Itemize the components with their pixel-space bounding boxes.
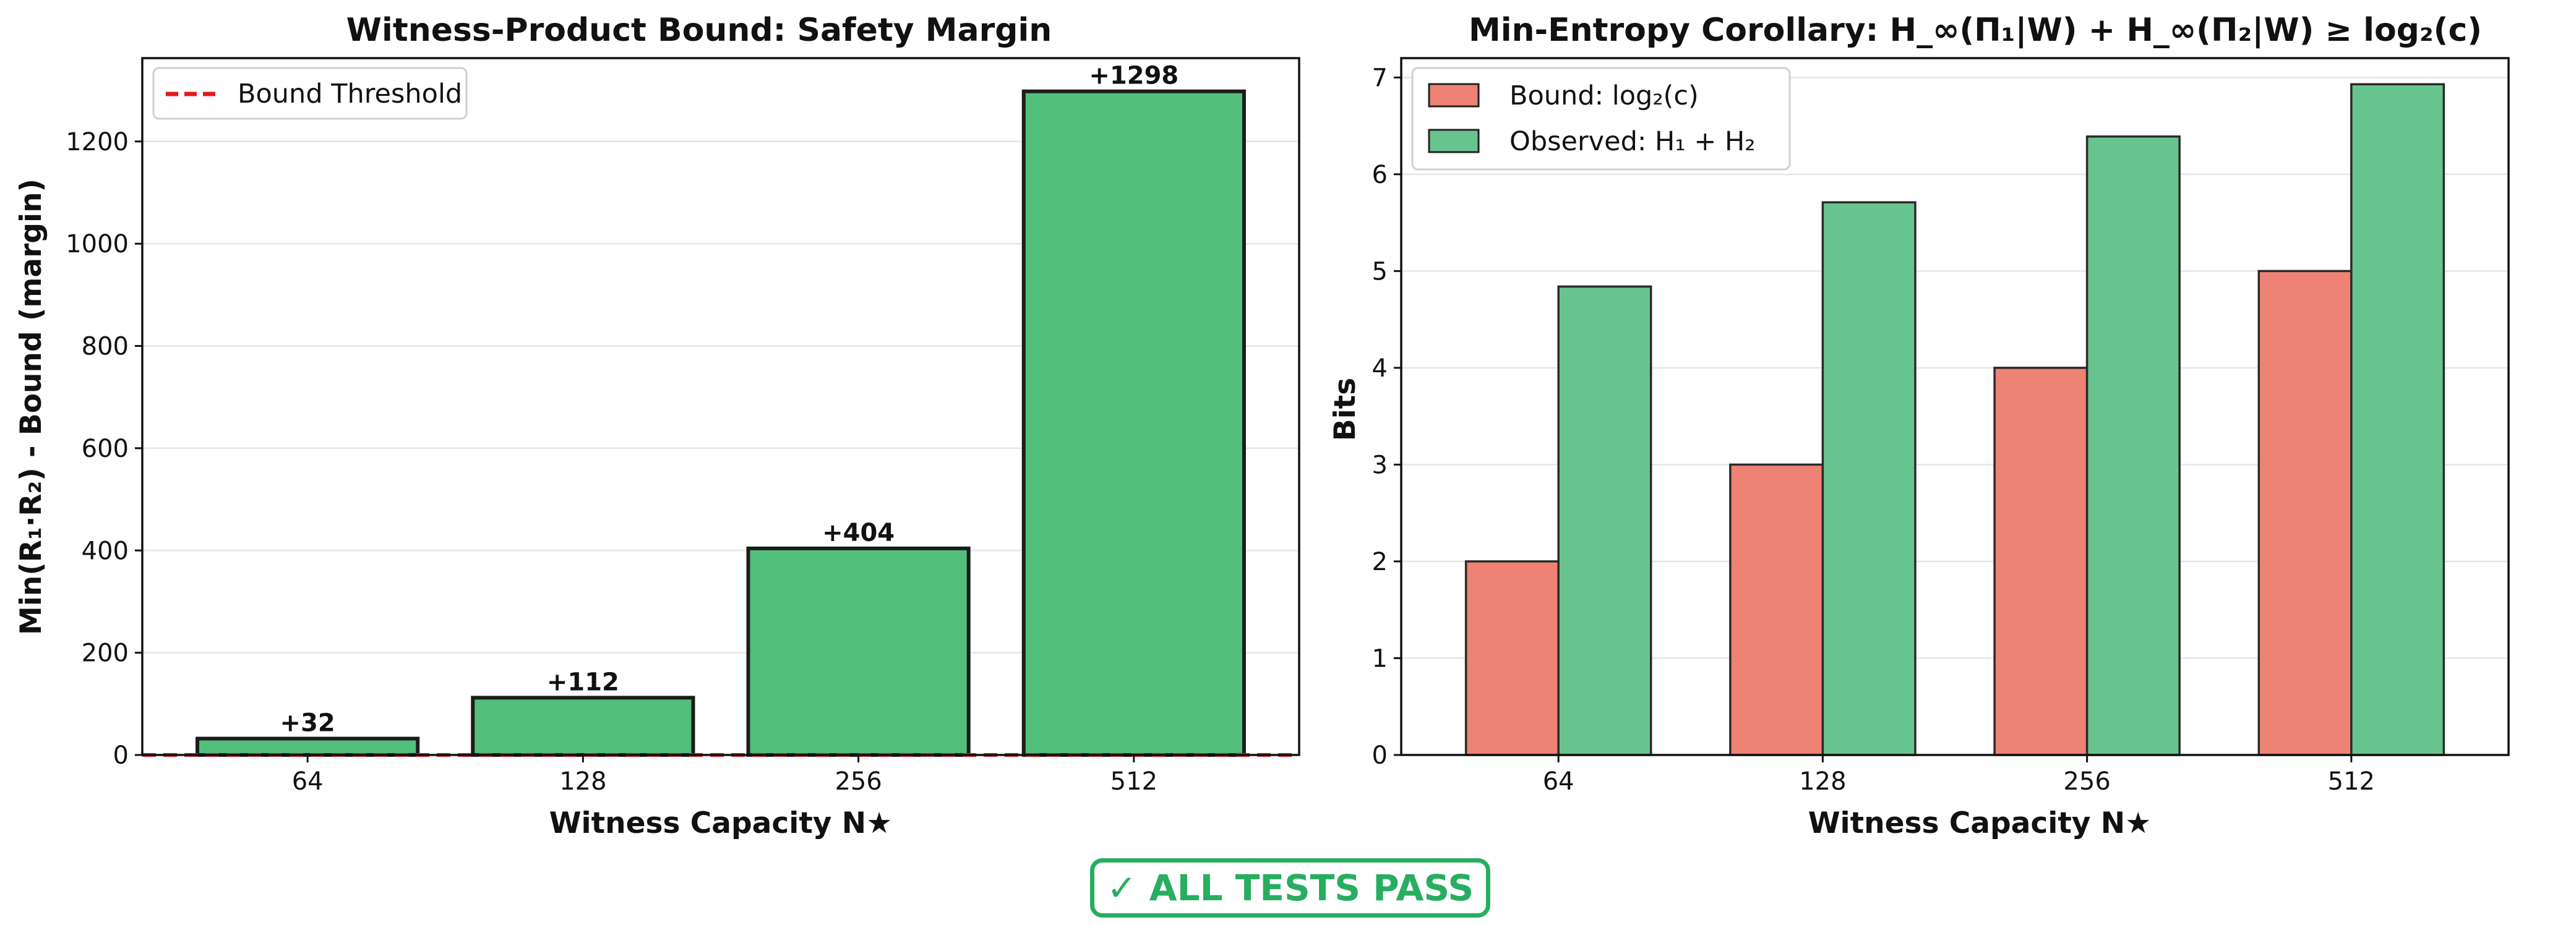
y-tick-label: 200 bbox=[82, 639, 129, 668]
bar-64 bbox=[195, 736, 420, 757]
data-label-256: +404 bbox=[822, 519, 895, 547]
x-tick-label: 64 bbox=[292, 767, 324, 796]
safety-margin-chart: Witness-Product Bound: Safety Margin +32… bbox=[14, 12, 1300, 840]
data-label-512: +1298 bbox=[1089, 62, 1179, 90]
bar-series bbox=[1464, 83, 2445, 756]
grid-lines bbox=[142, 140, 1299, 756]
x-tick-label: 128 bbox=[1799, 767, 1846, 796]
x-tick-label: 64 bbox=[1543, 767, 1574, 796]
x-tick-label: 512 bbox=[2328, 767, 2375, 796]
legend: Bound Threshold bbox=[152, 67, 468, 120]
x-axis-label: Witness Capacity N★ bbox=[1808, 806, 2152, 840]
y-tick-label: 2 bbox=[1372, 548, 1388, 576]
plot-frame bbox=[1400, 57, 2510, 756]
y-tick-label: 3 bbox=[1372, 451, 1388, 479]
bar-observed-256 bbox=[2085, 135, 2181, 756]
x-tick-label: 512 bbox=[1110, 767, 1157, 796]
data-label-128: +112 bbox=[547, 668, 619, 696]
plot-frame bbox=[141, 57, 1300, 756]
y-tick-label: 0 bbox=[113, 741, 129, 770]
bar-bound-512 bbox=[2257, 270, 2353, 756]
chart-title: Min-Entropy Corollary: H_∞(Π₁|W) + H_∞(Π… bbox=[1469, 12, 2482, 49]
bar-series bbox=[195, 89, 1246, 757]
x-tick-label: 256 bbox=[2063, 767, 2110, 796]
y-tick-label: 4 bbox=[1372, 354, 1388, 383]
x-axis-label: Witness Capacity N★ bbox=[549, 806, 893, 840]
legend-box bbox=[1411, 67, 1791, 171]
legend-label-bound: Bound: log₂(c) bbox=[1509, 80, 1699, 111]
status-badge: ✓ ALL TESTS PASS bbox=[1090, 858, 1491, 918]
bar-128 bbox=[471, 696, 695, 757]
y-tick-label: 1200 bbox=[66, 128, 129, 156]
x-axis-ticks: 64 128 256 512 bbox=[292, 755, 1157, 796]
bar-bound-128 bbox=[1729, 463, 1824, 756]
y-tick-label: 5 bbox=[1372, 257, 1388, 286]
x-tick-label: 256 bbox=[835, 767, 882, 796]
bar-bound-256 bbox=[1993, 367, 2089, 756]
bar-observed-128 bbox=[1821, 201, 1917, 756]
y-tick-label: 800 bbox=[82, 333, 129, 361]
x-tick-label: 128 bbox=[559, 767, 606, 796]
y-tick-label: 7 bbox=[1372, 64, 1388, 92]
legend-label-bound-threshold: Bound Threshold bbox=[238, 79, 462, 109]
bar-512 bbox=[1021, 89, 1246, 757]
legend-label-observed: Observed: H₁ + H₂ bbox=[1509, 126, 1756, 157]
data-label-64: +32 bbox=[280, 709, 335, 738]
bar-256 bbox=[746, 546, 971, 757]
y-axis-label: Min(R₁·R₂) - Bound (margin) bbox=[14, 179, 48, 635]
legend-swatch-observed bbox=[1428, 129, 1480, 153]
y-tick-label: 1000 bbox=[66, 230, 129, 258]
chart-title: Witness-Product Bound: Safety Margin bbox=[346, 12, 1052, 49]
y-tick-label: 1 bbox=[1372, 644, 1388, 673]
legend: Bound: log₂(c) Observed: H₁ + H₂ bbox=[1411, 67, 1791, 171]
y-axis-ticks: 0 1 2 3 4 5 6 7 bbox=[1372, 64, 1401, 770]
x-axis-ticks: 64 128 256 512 bbox=[1543, 755, 2375, 796]
y-axis-label: Bits bbox=[1328, 378, 1362, 441]
bar-bound-64 bbox=[1464, 560, 1560, 756]
bar-observed-512 bbox=[2350, 83, 2445, 756]
legend-swatch-bound bbox=[1428, 83, 1480, 108]
y-axis-ticks: 0 200 400 600 800 1000 1200 bbox=[66, 128, 142, 770]
bar-observed-64 bbox=[1557, 285, 1652, 756]
data-labels: +32 +112 +404 +1298 bbox=[280, 62, 1179, 738]
legend-box bbox=[152, 67, 468, 120]
min-entropy-chart: Min-Entropy Corollary: H_∞(Π₁|W) + H_∞(Π… bbox=[1328, 12, 2510, 840]
y-tick-label: 6 bbox=[1372, 161, 1388, 189]
y-tick-label: 400 bbox=[82, 537, 129, 565]
y-tick-label: 600 bbox=[82, 435, 129, 463]
y-tick-label: 0 bbox=[1372, 741, 1388, 770]
